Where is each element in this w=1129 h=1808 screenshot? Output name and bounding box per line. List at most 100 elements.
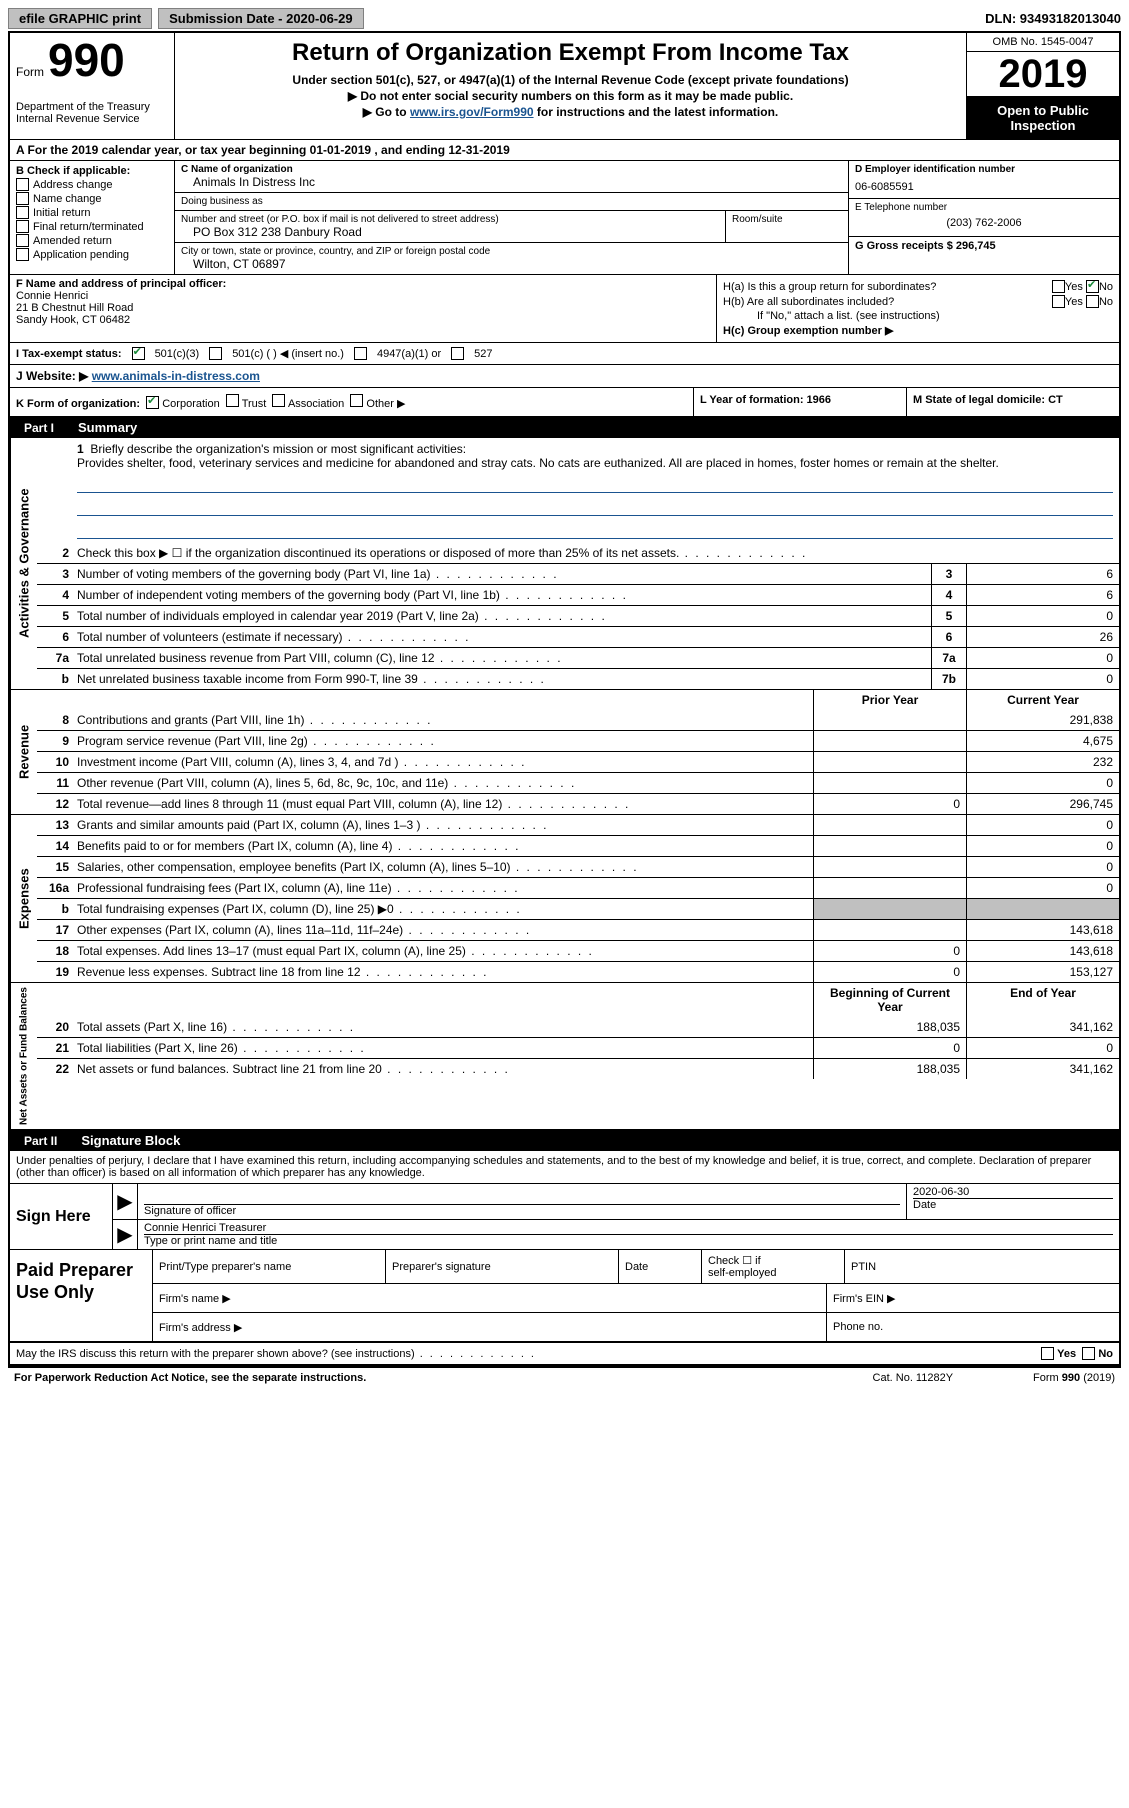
- table-row: 15Salaries, other compensation, employee…: [37, 856, 1119, 877]
- colb-checkbox[interactable]: [16, 192, 29, 205]
- assoc-checkbox[interactable]: [272, 394, 285, 407]
- 4947-label: 4947(a)(1) or: [377, 348, 441, 360]
- na-header-row: Beginning of Current Year End of Year: [37, 983, 1119, 1017]
- rev-header-row: Prior Year Current Year: [37, 690, 1119, 710]
- row-a-period: A For the 2019 calendar year, or tax yea…: [10, 140, 1119, 161]
- website-link[interactable]: www.animals-in-distress.com: [92, 369, 260, 383]
- hb-no-checkbox[interactable]: [1086, 295, 1099, 308]
- ein-value: 06-6085591: [855, 181, 1113, 193]
- trust-label: Trust: [242, 398, 267, 410]
- discuss-no-checkbox[interactable]: [1082, 1347, 1095, 1360]
- part1-header: Part I Summary: [10, 417, 1119, 438]
- line-desc: Total number of individuals employed in …: [73, 606, 931, 626]
- corp-checkbox[interactable]: [146, 396, 159, 409]
- top-bar: efile GRAPHIC print Submission Date - 20…: [8, 8, 1121, 29]
- discuss-yes-checkbox[interactable]: [1041, 1347, 1054, 1360]
- ha-no-checkbox[interactable]: [1086, 280, 1099, 293]
- line-desc: Net assets or fund balances. Subtract li…: [73, 1059, 813, 1079]
- 501c-label: 501(c) ( ) ◀ (insert no.): [232, 347, 344, 360]
- table-row: bTotal fundraising expenses (Part IX, co…: [37, 898, 1119, 919]
- city-value: Wilton, CT 06897: [181, 257, 842, 271]
- prior-value: 188,035: [813, 1017, 966, 1037]
- gov-line: 4Number of independent voting members of…: [37, 584, 1119, 605]
- firm-ein-label: Firm's EIN ▶: [827, 1284, 1119, 1312]
- colb-item-label: Name change: [33, 193, 102, 205]
- submission-button[interactable]: Submission Date - 2020-06-29: [158, 8, 364, 29]
- table-row: 9Program service revenue (Part VIII, lin…: [37, 730, 1119, 751]
- table-row: 17Other expenses (Part IX, column (A), l…: [37, 919, 1119, 940]
- colb-checkbox[interactable]: [16, 206, 29, 219]
- line-desc: Check this box ▶ ☐ if the organization d…: [73, 543, 1119, 563]
- form-word: Form: [16, 65, 44, 79]
- line-num: 10: [37, 752, 73, 772]
- col-b-checkboxes: B Check if applicable: Address changeNam…: [10, 161, 175, 274]
- prior-value: 0: [813, 794, 966, 814]
- sig-arrow-icon-2: ▶: [113, 1220, 138, 1249]
- vlabel-netassets: Net Assets or Fund Balances: [10, 983, 37, 1129]
- prior-value: [813, 899, 966, 919]
- row-l-year: L Year of formation: 1966: [694, 388, 907, 416]
- hb-yes-checkbox[interactable]: [1052, 295, 1065, 308]
- line-num: 13: [37, 815, 73, 835]
- colb-checkbox[interactable]: [16, 178, 29, 191]
- instructions-link[interactable]: www.irs.gov/Form990: [410, 105, 534, 119]
- line-value: 26: [966, 627, 1119, 647]
- sign-here-label: Sign Here: [10, 1184, 113, 1249]
- colb-item-label: Final return/terminated: [33, 221, 144, 233]
- 501c3-label: 501(c)(3): [155, 348, 200, 360]
- form-title: Return of Organization Exempt From Incom…: [183, 39, 958, 67]
- table-row: 21Total liabilities (Part X, line 26)00: [37, 1037, 1119, 1058]
- prep-date-label: Date: [619, 1250, 702, 1283]
- discuss-yes-label: Yes: [1057, 1348, 1076, 1360]
- prior-value: [813, 752, 966, 772]
- line-desc: Total expenses. Add lines 13–17 (must eq…: [73, 941, 813, 961]
- line-desc: Total liabilities (Part X, line 26): [73, 1038, 813, 1058]
- line-num: 21: [37, 1038, 73, 1058]
- colb-item-label: Application pending: [33, 249, 129, 261]
- line-desc: Salaries, other compensation, employee b…: [73, 857, 813, 877]
- current-value: 0: [966, 1038, 1119, 1058]
- line-desc: Investment income (Part VIII, column (A)…: [73, 752, 813, 772]
- colb-checkbox[interactable]: [16, 248, 29, 261]
- current-value: [966, 899, 1119, 919]
- mission-num: 1: [77, 442, 84, 456]
- current-value: 143,618: [966, 920, 1119, 940]
- colb-checkbox[interactable]: [16, 234, 29, 247]
- ha-label: H(a) Is this a group return for subordin…: [723, 281, 1052, 293]
- paperwork-label: For Paperwork Reduction Act Notice, see …: [14, 1372, 873, 1384]
- 501c-checkbox[interactable]: [209, 347, 222, 360]
- prep-selfemp: Check ☐ ifself-employed: [702, 1250, 845, 1283]
- line-desc: Number of voting members of the governin…: [73, 564, 931, 584]
- col-c-org: C Name of organization Animals In Distre…: [175, 161, 849, 274]
- preparer-label: Paid Preparer Use Only: [10, 1250, 153, 1341]
- table-row: 10Investment income (Part VIII, column (…: [37, 751, 1119, 772]
- subtitle-3: ▶ Go to www.irs.gov/Form990 for instruct…: [183, 105, 958, 119]
- name-label: C Name of organization: [181, 164, 842, 175]
- other-checkbox[interactable]: [350, 394, 363, 407]
- omb-number: OMB No. 1545-0047: [967, 33, 1119, 52]
- line-num: 19: [37, 962, 73, 982]
- line-value: 0: [966, 669, 1119, 689]
- ha-yes-checkbox[interactable]: [1052, 280, 1065, 293]
- current-value: 0: [966, 773, 1119, 793]
- table-row: 19Revenue less expenses. Subtract line 1…: [37, 961, 1119, 982]
- line-box: 7a: [931, 648, 966, 668]
- mission-block: 1 Briefly describe the organization's mi…: [37, 438, 1119, 543]
- prep-ptin-label: PTIN: [845, 1250, 1119, 1283]
- current-value: 153,127: [966, 962, 1119, 982]
- row-j-website: J Website: ▶ www.animals-in-distress.com: [10, 365, 1119, 388]
- colb-checkbox[interactable]: [16, 220, 29, 233]
- 4947-checkbox[interactable]: [354, 347, 367, 360]
- prior-value: 0: [813, 1038, 966, 1058]
- 501c3-checkbox[interactable]: [132, 347, 145, 360]
- line-num: 2: [37, 543, 73, 563]
- dept-label: Department of the Treasury Internal Reve…: [16, 101, 168, 125]
- sig-date-label: Date: [913, 1198, 1113, 1211]
- prior-value: 0: [813, 962, 966, 982]
- line-num: 9: [37, 731, 73, 751]
- 527-checkbox[interactable]: [451, 347, 464, 360]
- line-value: 6: [966, 564, 1119, 584]
- row-m-state: M State of legal domicile: CT: [907, 388, 1119, 416]
- trust-checkbox[interactable]: [226, 394, 239, 407]
- efile-button[interactable]: efile GRAPHIC print: [8, 8, 152, 29]
